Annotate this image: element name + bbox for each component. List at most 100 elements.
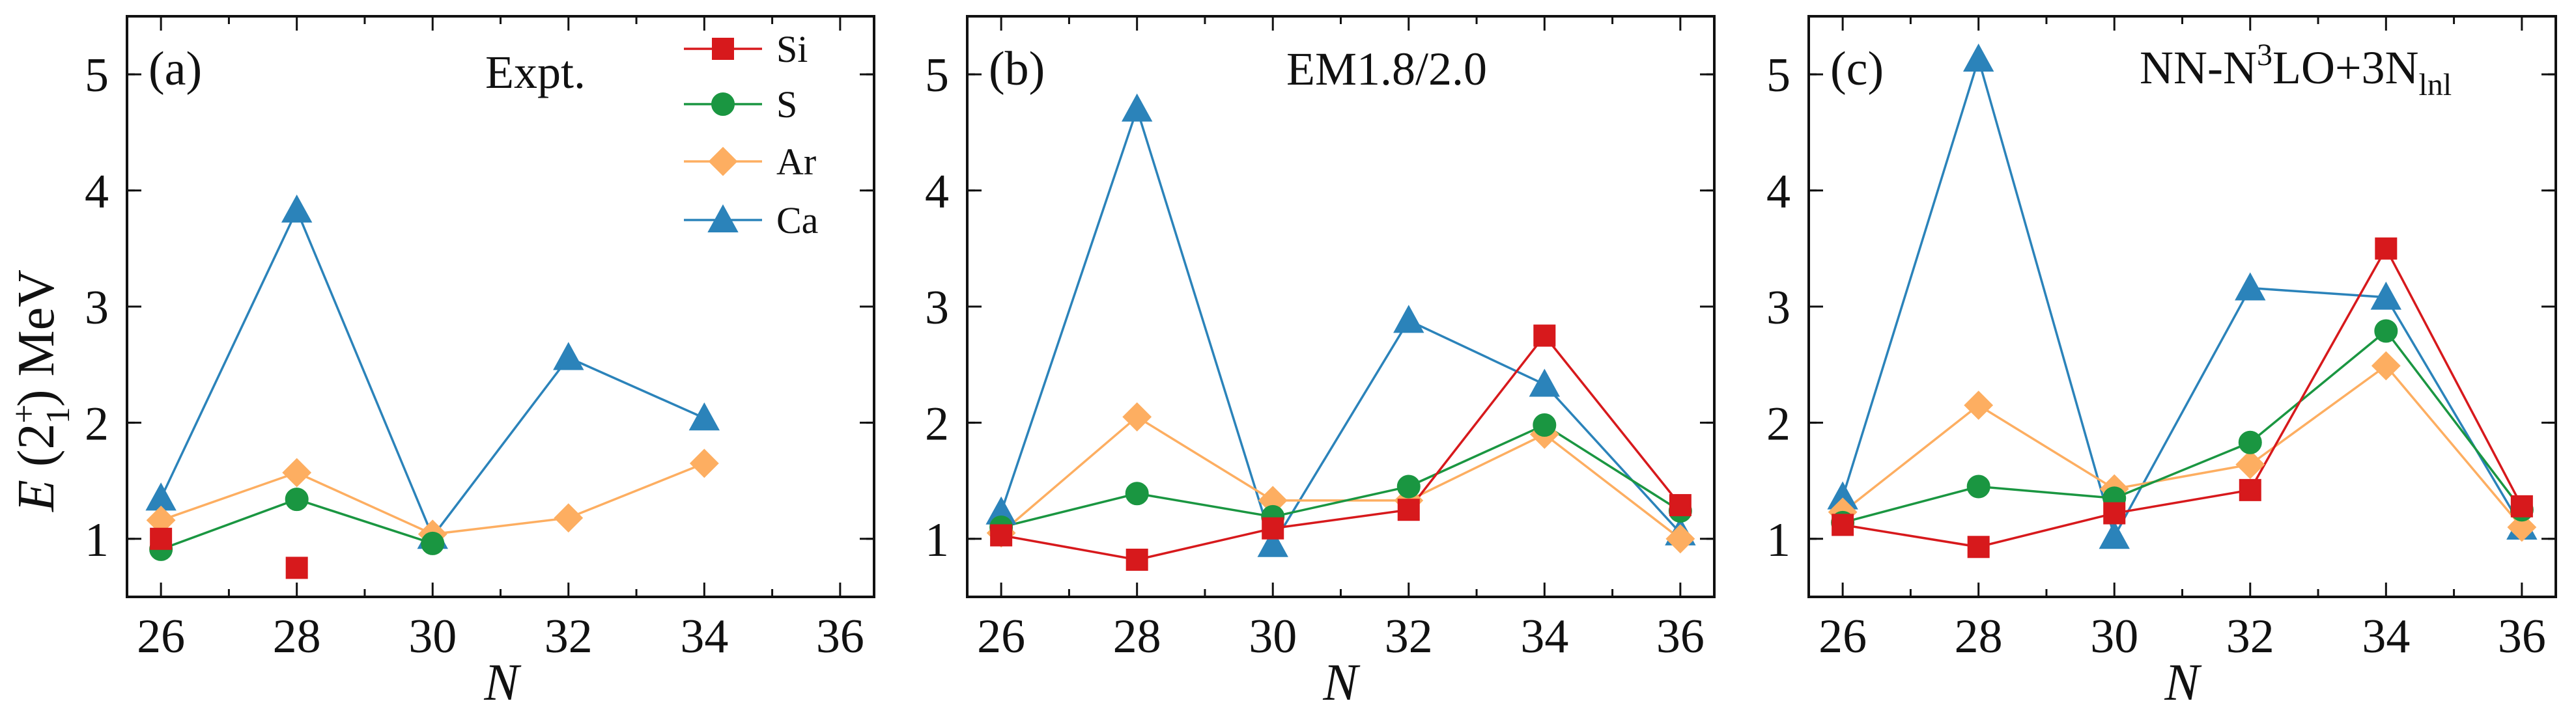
- x-axis-title-b: N: [1322, 654, 1361, 711]
- model-label-c-base: NN-N: [2140, 42, 2257, 94]
- series-line-si: [1842, 246, 2523, 549]
- point-ar: [1122, 402, 1152, 432]
- point-ca: [1121, 93, 1153, 122]
- y-axis-title-unit: ) MeV: [8, 269, 65, 407]
- point-s: [2238, 430, 2262, 454]
- y-tick-label: 4: [85, 165, 109, 219]
- model-label-c-sub: lnl: [2419, 68, 2452, 102]
- y-axis-title-sup: +: [6, 404, 43, 423]
- x-tick-label: 32: [2226, 610, 2274, 663]
- y-tick-label: 1: [1766, 514, 1790, 567]
- model-label-c: NN-N3LO+3Nlnl: [2140, 38, 2452, 102]
- y-tick-label: 4: [925, 165, 949, 219]
- series-line-ca: [1841, 55, 2523, 540]
- series-line-s: [1842, 329, 2523, 524]
- point-si: [1125, 548, 1148, 571]
- point-si: [1669, 494, 1691, 517]
- legend-marker-si: [712, 38, 734, 60]
- point-s: [1396, 475, 1421, 499]
- point-ar: [1964, 391, 1994, 420]
- point-si: [990, 524, 1013, 547]
- panel-label-b: (b): [989, 42, 1045, 96]
- point-ar: [1665, 524, 1695, 554]
- x-tick-label: 30: [408, 610, 457, 663]
- legend-label-si: Si: [776, 28, 808, 70]
- legend-marker-ar: [708, 146, 738, 176]
- point-ca: [1257, 529, 1288, 557]
- y-axis-title: E (2+1) MeV: [6, 269, 77, 512]
- point-si: [1832, 514, 1854, 536]
- point-s: [285, 488, 309, 512]
- x-tick-label: 30: [1249, 610, 1297, 663]
- legend-marker-s: [711, 92, 735, 116]
- series-line-ar: [1842, 364, 2523, 529]
- point-ca: [688, 402, 720, 431]
- series-line-ar: [1000, 415, 1681, 540]
- point-si: [1967, 536, 1990, 558]
- point-ca: [2235, 272, 2266, 301]
- x-tick-label: 34: [680, 610, 728, 663]
- panel-label-c: (c): [1830, 42, 1884, 96]
- x-tick-label: 28: [273, 610, 321, 663]
- y-axis-title-paren: (2: [8, 423, 65, 480]
- point-si: [1397, 499, 1420, 521]
- y-tick-label: 1: [925, 514, 949, 567]
- y-tick-label: 4: [1766, 165, 1790, 219]
- y-tick-label: 2: [1766, 397, 1790, 450]
- point-s: [2374, 319, 2398, 343]
- point-ca: [1962, 43, 1994, 72]
- point-ca: [1529, 368, 1561, 397]
- x-axis-title-c: N: [2164, 654, 2202, 711]
- x-tick-label: 36: [816, 610, 864, 663]
- x-tick-label: 26: [137, 610, 185, 663]
- point-ar: [2235, 450, 2265, 480]
- x-axis-title-a: N: [483, 654, 522, 711]
- x-tick-label: 34: [2362, 610, 2410, 663]
- point-s: [1533, 413, 1557, 437]
- point-si: [2103, 502, 2126, 525]
- legend-label-s: S: [776, 83, 797, 126]
- y-tick-label: 3: [1766, 281, 1790, 335]
- y-tick-label: 1: [85, 514, 109, 567]
- point-s: [1966, 475, 1990, 499]
- y-tick-label: 5: [925, 49, 949, 102]
- point-si: [2375, 237, 2398, 260]
- x-tick-label: 32: [1385, 610, 1433, 663]
- x-tick-label: 34: [1520, 610, 1568, 663]
- point-ca: [281, 194, 313, 223]
- point-si: [1533, 324, 1556, 347]
- point-s: [421, 531, 445, 555]
- x-tick-label: 32: [545, 610, 593, 663]
- x-tick-label: 36: [1656, 610, 1705, 663]
- point-s: [1125, 482, 1149, 506]
- x-tick-label: 28: [1113, 610, 1161, 663]
- y-tick-label: 5: [85, 49, 109, 102]
- plot-frame: [966, 15, 1716, 598]
- series-line-ca: [160, 207, 705, 539]
- x-tick-label: 28: [1955, 610, 2003, 663]
- y-axis-title-e: E: [8, 480, 65, 512]
- point-ar: [282, 458, 312, 488]
- y-tick-label: 5: [1766, 49, 1790, 102]
- y-tick-label: 3: [925, 281, 949, 335]
- y-tick-label: 3: [85, 281, 109, 335]
- x-tick-label: 26: [1819, 610, 1867, 663]
- legend-marker-ca: [707, 204, 739, 232]
- legend-label-ar: Ar: [776, 141, 816, 183]
- plot-frame: [1807, 15, 2557, 598]
- y-tick-label: 2: [85, 397, 109, 450]
- point-ca: [2370, 281, 2402, 310]
- point-ca: [2099, 521, 2130, 549]
- point-si: [285, 557, 308, 579]
- series-line-si: [1000, 333, 1682, 561]
- point-si: [1262, 517, 1284, 540]
- legend-label-ca: Ca: [776, 199, 818, 241]
- panel-label-a: (a): [149, 42, 202, 96]
- point-si: [2510, 495, 2533, 517]
- point-si: [150, 527, 173, 550]
